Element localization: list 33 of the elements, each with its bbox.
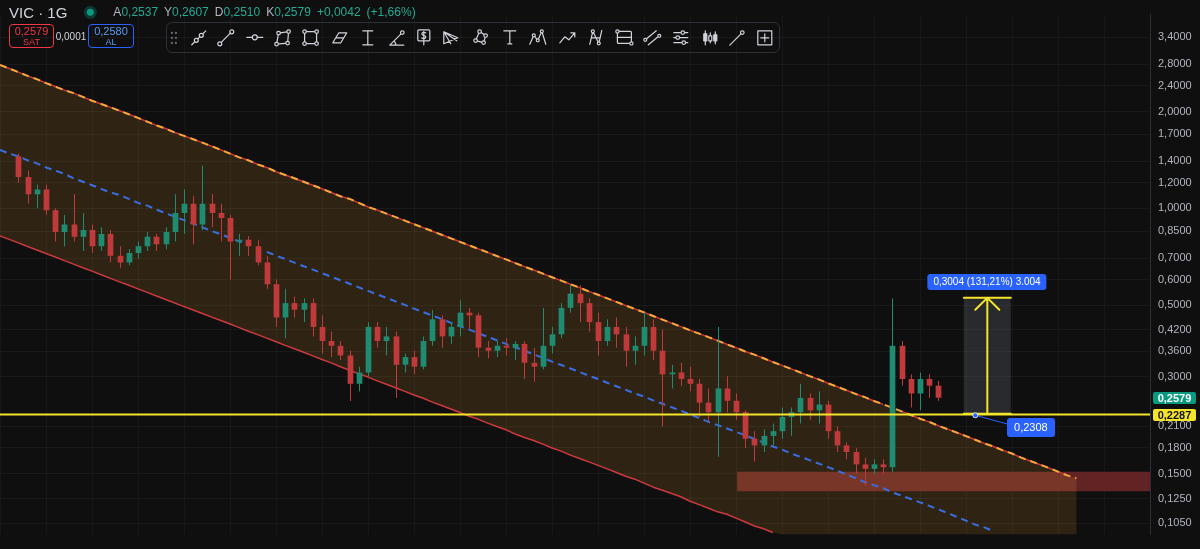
annotation: 0,2580 [94,25,128,37]
y-tick-label: 0,6000 [1158,272,1192,285]
chart-title: VIC · 1G [9,3,68,21]
y-tick-label: 0,1500 [1158,466,1192,479]
y-tick-label: 3,4000 [1158,30,1192,43]
y-tick-label: 0,4200 [1158,322,1192,335]
y-tick-label: 1,0000 [1158,201,1192,214]
y-tick-label: 0,3600 [1158,344,1192,357]
annotation: 0,2579 [14,25,49,37]
y-tick-label: 0,7000 [1158,251,1192,264]
y-tick-label: 1,7000 [1158,127,1192,140]
y-tick-label: 1,4000 [1158,154,1192,167]
annotation: 0,2308 [1007,417,1055,437]
buy-button: 0,2580 AL [88,24,134,48]
chart-subtitle: A0,2537 Y0,2607 D0,2510 K0,2579 +0,0042 (+1,66%) [113,5,416,19]
y-tick-label: 0,3000 [1158,369,1192,382]
y-tick-label: 0,2100 [1158,419,1192,432]
y-tick-label: 0,1050 [1158,516,1192,529]
annotation: 0,0001 [55,30,87,42]
text: 0,2579 [1153,391,1196,404]
y-tick-label: 2,0000 [1158,104,1192,117]
y-tick-label: 0,1800 [1158,441,1192,454]
ref-line-label: 0,2287 [1153,408,1196,421]
annotation: AL [105,37,117,47]
annotation: 0,3004 (131,21%) 3.004 [927,273,1047,290]
y-tick-label: 1,2000 [1158,175,1192,188]
y-tick-label: 0,8500 [1158,224,1192,237]
y-tick-label: 0,1250 [1158,491,1192,504]
annotation: SAT [23,37,40,47]
y-tick-label: 0,5000 [1158,298,1192,311]
sell-button: 0,2579 SAT [9,24,54,48]
y-tick-label: 2,8000 [1158,57,1192,70]
y-tick-label: 2,4000 [1158,79,1192,92]
